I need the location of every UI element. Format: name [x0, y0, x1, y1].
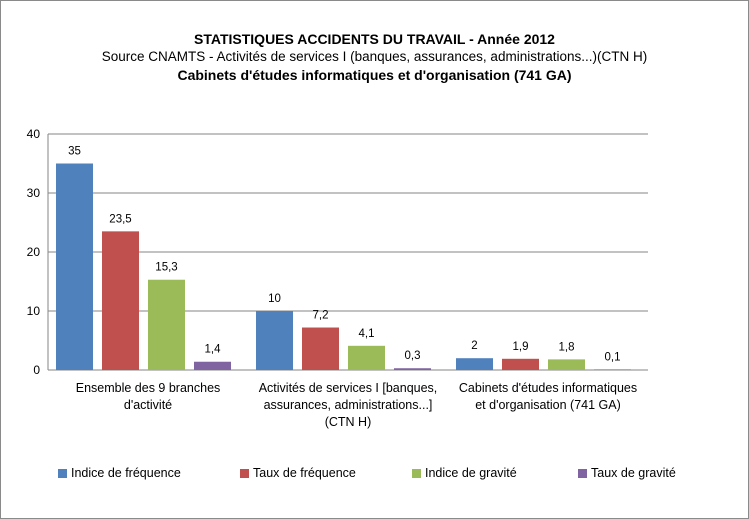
bar [148, 279, 185, 370]
chart-subtitle-2: Cabinets d'études informatiques et d'org… [177, 67, 572, 83]
bar [548, 359, 585, 370]
bar [594, 369, 631, 370]
category-label-line: (CTN H) [324, 415, 372, 429]
chart-subtitle: Source CNAMTS - Activités de services I … [101, 49, 648, 64]
bar [56, 163, 93, 370]
legend-swatch [58, 468, 67, 478]
y-tick-label: 30 [27, 186, 41, 200]
chart-title-block: STATISTIQUES ACCIDENTS DU TRAVAIL - Anné… [0, 30, 749, 84]
category-label-line: Ensemble des 9 branches [75, 381, 221, 395]
legend-label: Indice de gravité [425, 466, 517, 480]
y-tick-label: 20 [27, 245, 41, 259]
data-label: 1,9 [513, 341, 529, 353]
data-label: 0,3 [405, 350, 421, 362]
y-tick-label: 10 [27, 304, 41, 318]
data-label: 1,8 [559, 341, 575, 353]
chart-title: STATISTIQUES ACCIDENTS DU TRAVAIL - Anné… [194, 31, 555, 47]
bar [456, 358, 493, 370]
bar [194, 361, 231, 370]
data-label: 1,4 [205, 344, 222, 356]
legend-label: Taux de gravité [591, 466, 676, 480]
category-label: Cabinets d'études informatiques et d'orga… [443, 380, 653, 414]
category-label-line: et d'organisation (741 GA) [475, 398, 621, 412]
bar [348, 345, 385, 370]
data-label: 35 [68, 146, 81, 158]
bar [502, 358, 539, 370]
legend-label: Taux de fréquence [253, 466, 356, 480]
legend-item: Indice de gravité [412, 466, 517, 480]
legend-item: Indice de fréquence [58, 466, 181, 480]
bar [256, 311, 293, 370]
category-label-line: d'activité [123, 398, 173, 412]
y-tick-label: 40 [27, 127, 41, 141]
legend-swatch [412, 468, 421, 478]
chart-legend: Indice de fréquence Taux de fréquence Indi… [0, 466, 749, 484]
legend-swatch [578, 468, 587, 478]
category-label: Ensemble des 9 branches d'activité [43, 380, 253, 414]
category-label-line: assurances, administrations...] [263, 398, 433, 412]
data-label: 2 [471, 340, 477, 352]
data-label: 23,5 [109, 213, 131, 225]
bar [102, 231, 139, 370]
data-label: 10 [268, 293, 281, 305]
data-label: 7,2 [313, 310, 329, 322]
category-label: Activités de services I [banques, assuran… [243, 380, 453, 431]
bar [394, 368, 431, 370]
legend-swatch [240, 468, 249, 478]
legend-item: Taux de fréquence [240, 466, 356, 480]
legend-item: Taux de gravité [578, 466, 676, 480]
y-tick-label: 0 [33, 363, 40, 377]
legend-label: Indice de fréquence [71, 466, 181, 480]
data-label: 15,3 [155, 262, 177, 274]
bar [302, 327, 339, 370]
data-label: 4,1 [359, 328, 375, 340]
category-label-line: Cabinets d'études informatiques [458, 381, 638, 395]
data-label: 0,1 [605, 351, 621, 363]
category-label-line: Activités de services I [banques, [258, 381, 438, 395]
